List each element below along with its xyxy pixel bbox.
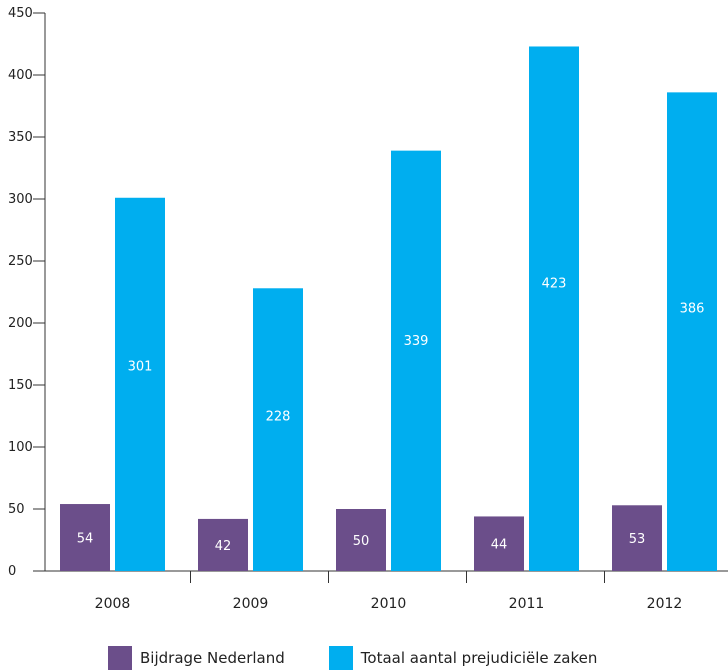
y-tick-label: 250 bbox=[8, 254, 33, 269]
y-tick-label: 300 bbox=[8, 192, 33, 207]
bar-totaal-2010 bbox=[391, 150, 441, 571]
legend-swatch-totaal bbox=[328, 646, 353, 670]
data-label: 53 bbox=[629, 532, 646, 547]
legend-item-totaal: Totaal aantal prejudiciële zaken bbox=[328, 646, 598, 670]
legend: Bijdrage Nederland Totaal aantal prejudi… bbox=[108, 646, 641, 670]
data-label: 42 bbox=[215, 539, 232, 554]
data-label: 44 bbox=[491, 538, 508, 553]
y-tick-label: 100 bbox=[8, 440, 33, 455]
y-tick-label: 0 bbox=[8, 564, 16, 579]
y-tick-label: 350 bbox=[8, 130, 33, 145]
x-tick-label: 2012 bbox=[647, 596, 683, 612]
bar-bijdrage-2010 bbox=[336, 509, 386, 571]
bar-bijdrage-2012 bbox=[612, 505, 662, 571]
x-tick-label: 2009 bbox=[233, 596, 269, 612]
data-label: 50 bbox=[353, 534, 370, 549]
x-tick-label: 2010 bbox=[371, 596, 407, 612]
y-tick-label: 400 bbox=[8, 68, 33, 83]
y-tick-label: 450 bbox=[8, 6, 33, 21]
legend-swatch-bijdrage bbox=[108, 646, 132, 670]
data-label: 386 bbox=[680, 302, 705, 317]
bar-bijdrage-2009 bbox=[198, 518, 248, 571]
data-label: 301 bbox=[128, 360, 153, 375]
bar-totaal-2009 bbox=[253, 288, 303, 571]
legend-label-bijdrage: Bijdrage Nederland bbox=[140, 649, 285, 667]
y-tick-label: 150 bbox=[8, 378, 33, 393]
bars: 54 301 42 228 50 339 44 423 53 386 bbox=[60, 46, 717, 572]
bar-totaal-2011 bbox=[529, 46, 579, 572]
y-tick-label: 50 bbox=[8, 502, 25, 517]
data-label: 339 bbox=[404, 334, 429, 349]
legend-item-bijdrage: Bijdrage Nederland bbox=[108, 646, 285, 670]
bar-bijdrage-2008 bbox=[60, 504, 110, 571]
bar-totaal-2012 bbox=[667, 92, 717, 572]
bar-bijdrage-2011 bbox=[474, 516, 524, 571]
data-label: 54 bbox=[77, 532, 94, 547]
x-axis-labels: 2008 2009 2010 2011 2012 bbox=[95, 571, 683, 612]
x-tick-label: 2011 bbox=[509, 596, 545, 612]
y-axis-ticks: 0 50 100 150 200 250 300 350 400 450 bbox=[8, 6, 45, 579]
data-label: 228 bbox=[266, 410, 291, 425]
bar-totaal-2008 bbox=[115, 197, 165, 571]
x-tick-label: 2008 bbox=[95, 596, 131, 612]
y-tick-label: 200 bbox=[8, 316, 33, 331]
legend-label-totaal: Totaal aantal prejudiciële zaken bbox=[360, 649, 598, 667]
data-label: 423 bbox=[542, 277, 567, 292]
